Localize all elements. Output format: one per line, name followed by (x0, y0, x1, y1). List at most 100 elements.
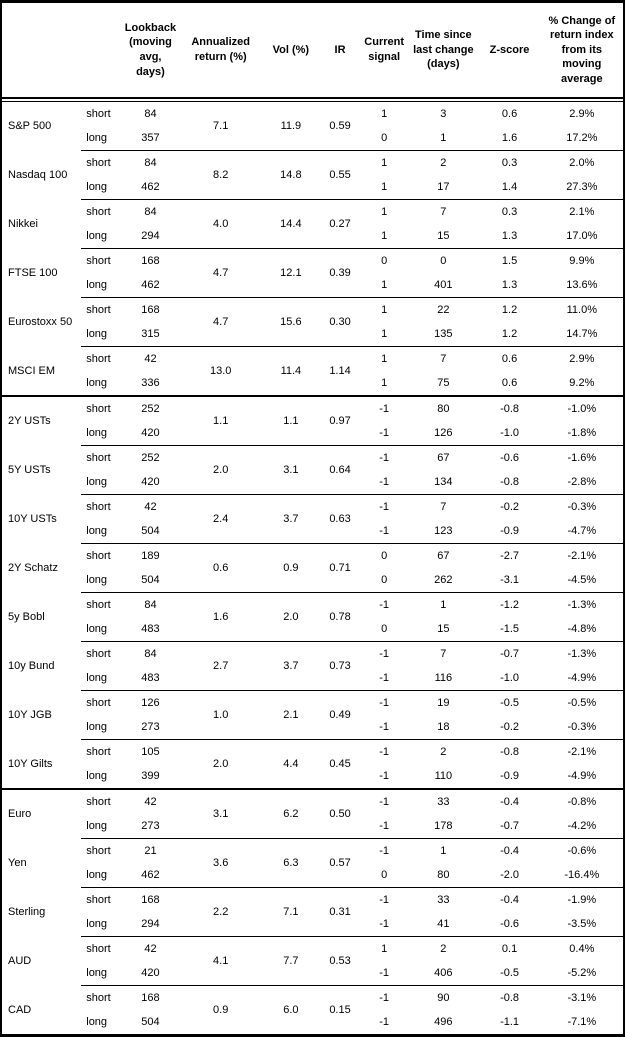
z-score-cell: 0.6 (478, 346, 541, 371)
current-signal-cell: -1 (360, 690, 409, 715)
lookback-cell: 399 (141, 769, 160, 782)
current-signal-cell: -1 (360, 838, 409, 863)
asset-row-long: long 504 -1 123 -0.9 -4.7% (1, 519, 624, 544)
vol-cell: 0.9 (261, 543, 320, 593)
horizon-cell: short (81, 494, 122, 519)
time-since-cell: 22 (408, 297, 479, 322)
horizon-cell: long (86, 475, 108, 488)
pct-change-cell: -4.8% (567, 622, 597, 635)
pct-change-cell: -1.0% (540, 395, 624, 421)
asset-name-cell: Nasdaq 100 (8, 168, 68, 181)
vol-cell: 2.1 (261, 690, 320, 740)
lookback-cell: 252 (121, 445, 180, 470)
z-score-cell: 1.5 (478, 248, 541, 273)
table-header: Lookback (moving avg, days) Annualized r… (1, 2, 624, 102)
lookback-cell: 273 (141, 720, 160, 733)
time-since-cell: 7 (408, 641, 479, 666)
asset-row-short: CAD short 168 0.9 6.0 0.15 -1 90 -0.8 -3.1% (1, 985, 624, 1036)
vol-cell: 12.1 (261, 248, 320, 298)
z-score-cell: -0.6 (478, 445, 541, 470)
current-signal-cell: -1 (379, 917, 390, 930)
asset-row-long: long 462 0 80 -2.0 -16.4% (1, 863, 624, 888)
asset-row-short: 10Y Gilts short 105 2.0 4.4 0.45 -1 2 -0.8 -2.1% (1, 739, 624, 789)
lookback-cell: 21 (121, 838, 180, 863)
vol-cell: 3.7 (261, 641, 320, 691)
current-signal-cell: 1 (381, 376, 388, 389)
asset-name-cell: 10Y Gilts (8, 757, 53, 770)
vol-cell: 6.3 (261, 838, 320, 888)
pct-change-cell: -3.5% (567, 917, 597, 930)
time-since-cell: 406 (434, 966, 453, 979)
pct-change-cell: -2.1% (540, 543, 624, 568)
z-score-cell: -0.9 (500, 769, 520, 782)
lookback-cell: 42 (121, 346, 180, 371)
lookback-cell: 294 (141, 917, 160, 930)
pct-change-cell: 17.2% (566, 131, 598, 144)
annualized-return-cell: 2.4 (179, 494, 262, 544)
z-score-cell: -0.4 (478, 788, 541, 814)
horizon-cell: short (81, 395, 122, 421)
z-score-cell: -0.7 (500, 819, 520, 832)
lookback-cell: 420 (141, 966, 160, 979)
horizon-cell: short (81, 887, 122, 912)
pct-change-cell: -0.3% (540, 494, 624, 519)
pct-change-cell: -1.3% (540, 641, 624, 666)
horizon-cell: short (81, 199, 122, 224)
pct-change-cell: -1.9% (540, 887, 624, 912)
lookback-cell: 357 (141, 131, 160, 144)
horizon-cell: short (81, 838, 122, 863)
current-signal-cell: -1 (379, 1015, 390, 1028)
z-score-cell: 1.3 (501, 229, 518, 242)
time-since-cell: 2 (408, 150, 479, 175)
asset-row-short: AUD short 42 4.1 7.7 0.53 1 2 0.1 0.4% (1, 936, 624, 986)
annualized-return-cell: 0.9 (179, 985, 262, 1036)
lookback-cell: 420 (141, 475, 160, 488)
pct-change-cell: 13.6% (566, 278, 598, 291)
asset-row-long: long 315 1 135 1.2 14.7% (1, 322, 624, 347)
asset-row-short: 5y Bobl short 84 1.6 2.0 0.78 -1 1 -1.2 -1.3% (1, 592, 624, 642)
pct-change-cell: 2.9% (569, 107, 595, 120)
time-since-cell: 19 (408, 690, 479, 715)
pct-change-cell: -4.9% (567, 671, 597, 684)
asset-name-cell: 2Y Schatz (8, 561, 58, 574)
asset-name-cell: 5y Bobl (8, 610, 45, 623)
header-row: Lookback (moving avg, days) Annualized r… (1, 2, 624, 99)
lookback-cell: 42 (121, 936, 180, 961)
current-signal-cell: 1 (360, 199, 409, 224)
pct-change-cell: -16.4% (564, 868, 600, 881)
asset-row-long: long 294 -1 41 -0.6 -3.5% (1, 912, 624, 937)
horizon-cell: long (86, 671, 108, 684)
asset-name-cell: 2Y USTs (1, 395, 82, 446)
asset-row-short: Nikkei short 84 4.0 14.4 0.27 1 7 0.3 2.1% (1, 199, 624, 249)
asset-name-cell: 5Y USTs (8, 463, 51, 476)
z-score-cell: -0.8 (500, 475, 520, 488)
pct-change-cell: 9.2% (569, 376, 595, 389)
horizon-cell: long (86, 966, 108, 979)
asset-row-short: Sterling short 168 2.2 7.1 0.31 -1 33 -0.4 -1.9% (1, 887, 624, 937)
time-since-cell: 33 (408, 887, 479, 912)
z-score-cell: -1.0 (500, 426, 520, 439)
lookback-cell: 504 (141, 1015, 160, 1028)
horizon-cell: long (86, 573, 108, 586)
current-signal-cell: -1 (360, 395, 409, 421)
current-signal-cell: 0 (381, 622, 388, 635)
current-signal-cell: 1 (360, 936, 409, 961)
pct-change-cell: -7.1% (567, 1015, 597, 1028)
vol-cell: 15.6 (261, 297, 320, 347)
vol-cell: 7.1 (261, 887, 320, 937)
horizon-cell: long (86, 769, 108, 782)
z-score-cell: 1.3 (501, 278, 518, 291)
header-lookback: Lookback (moving avg, days) (124, 21, 177, 78)
current-signal-cell: 0 (381, 131, 388, 144)
lookback-cell: 504 (141, 573, 160, 586)
asset-row-long: long 294 1 15 1.3 17.0% (1, 224, 624, 249)
asset-row-long: long 483 -1 116 -1.0 -4.9% (1, 666, 624, 691)
horizon-cell: short (81, 641, 122, 666)
time-since-cell: 41 (437, 917, 450, 930)
vol-cell: 2.0 (261, 592, 320, 642)
ir-cell: 0.30 (319, 297, 361, 347)
z-score-cell: -1.5 (500, 622, 520, 635)
time-since-cell: 123 (434, 524, 453, 537)
time-since-cell: 401 (434, 278, 453, 291)
z-score-cell: -3.1 (500, 573, 520, 586)
